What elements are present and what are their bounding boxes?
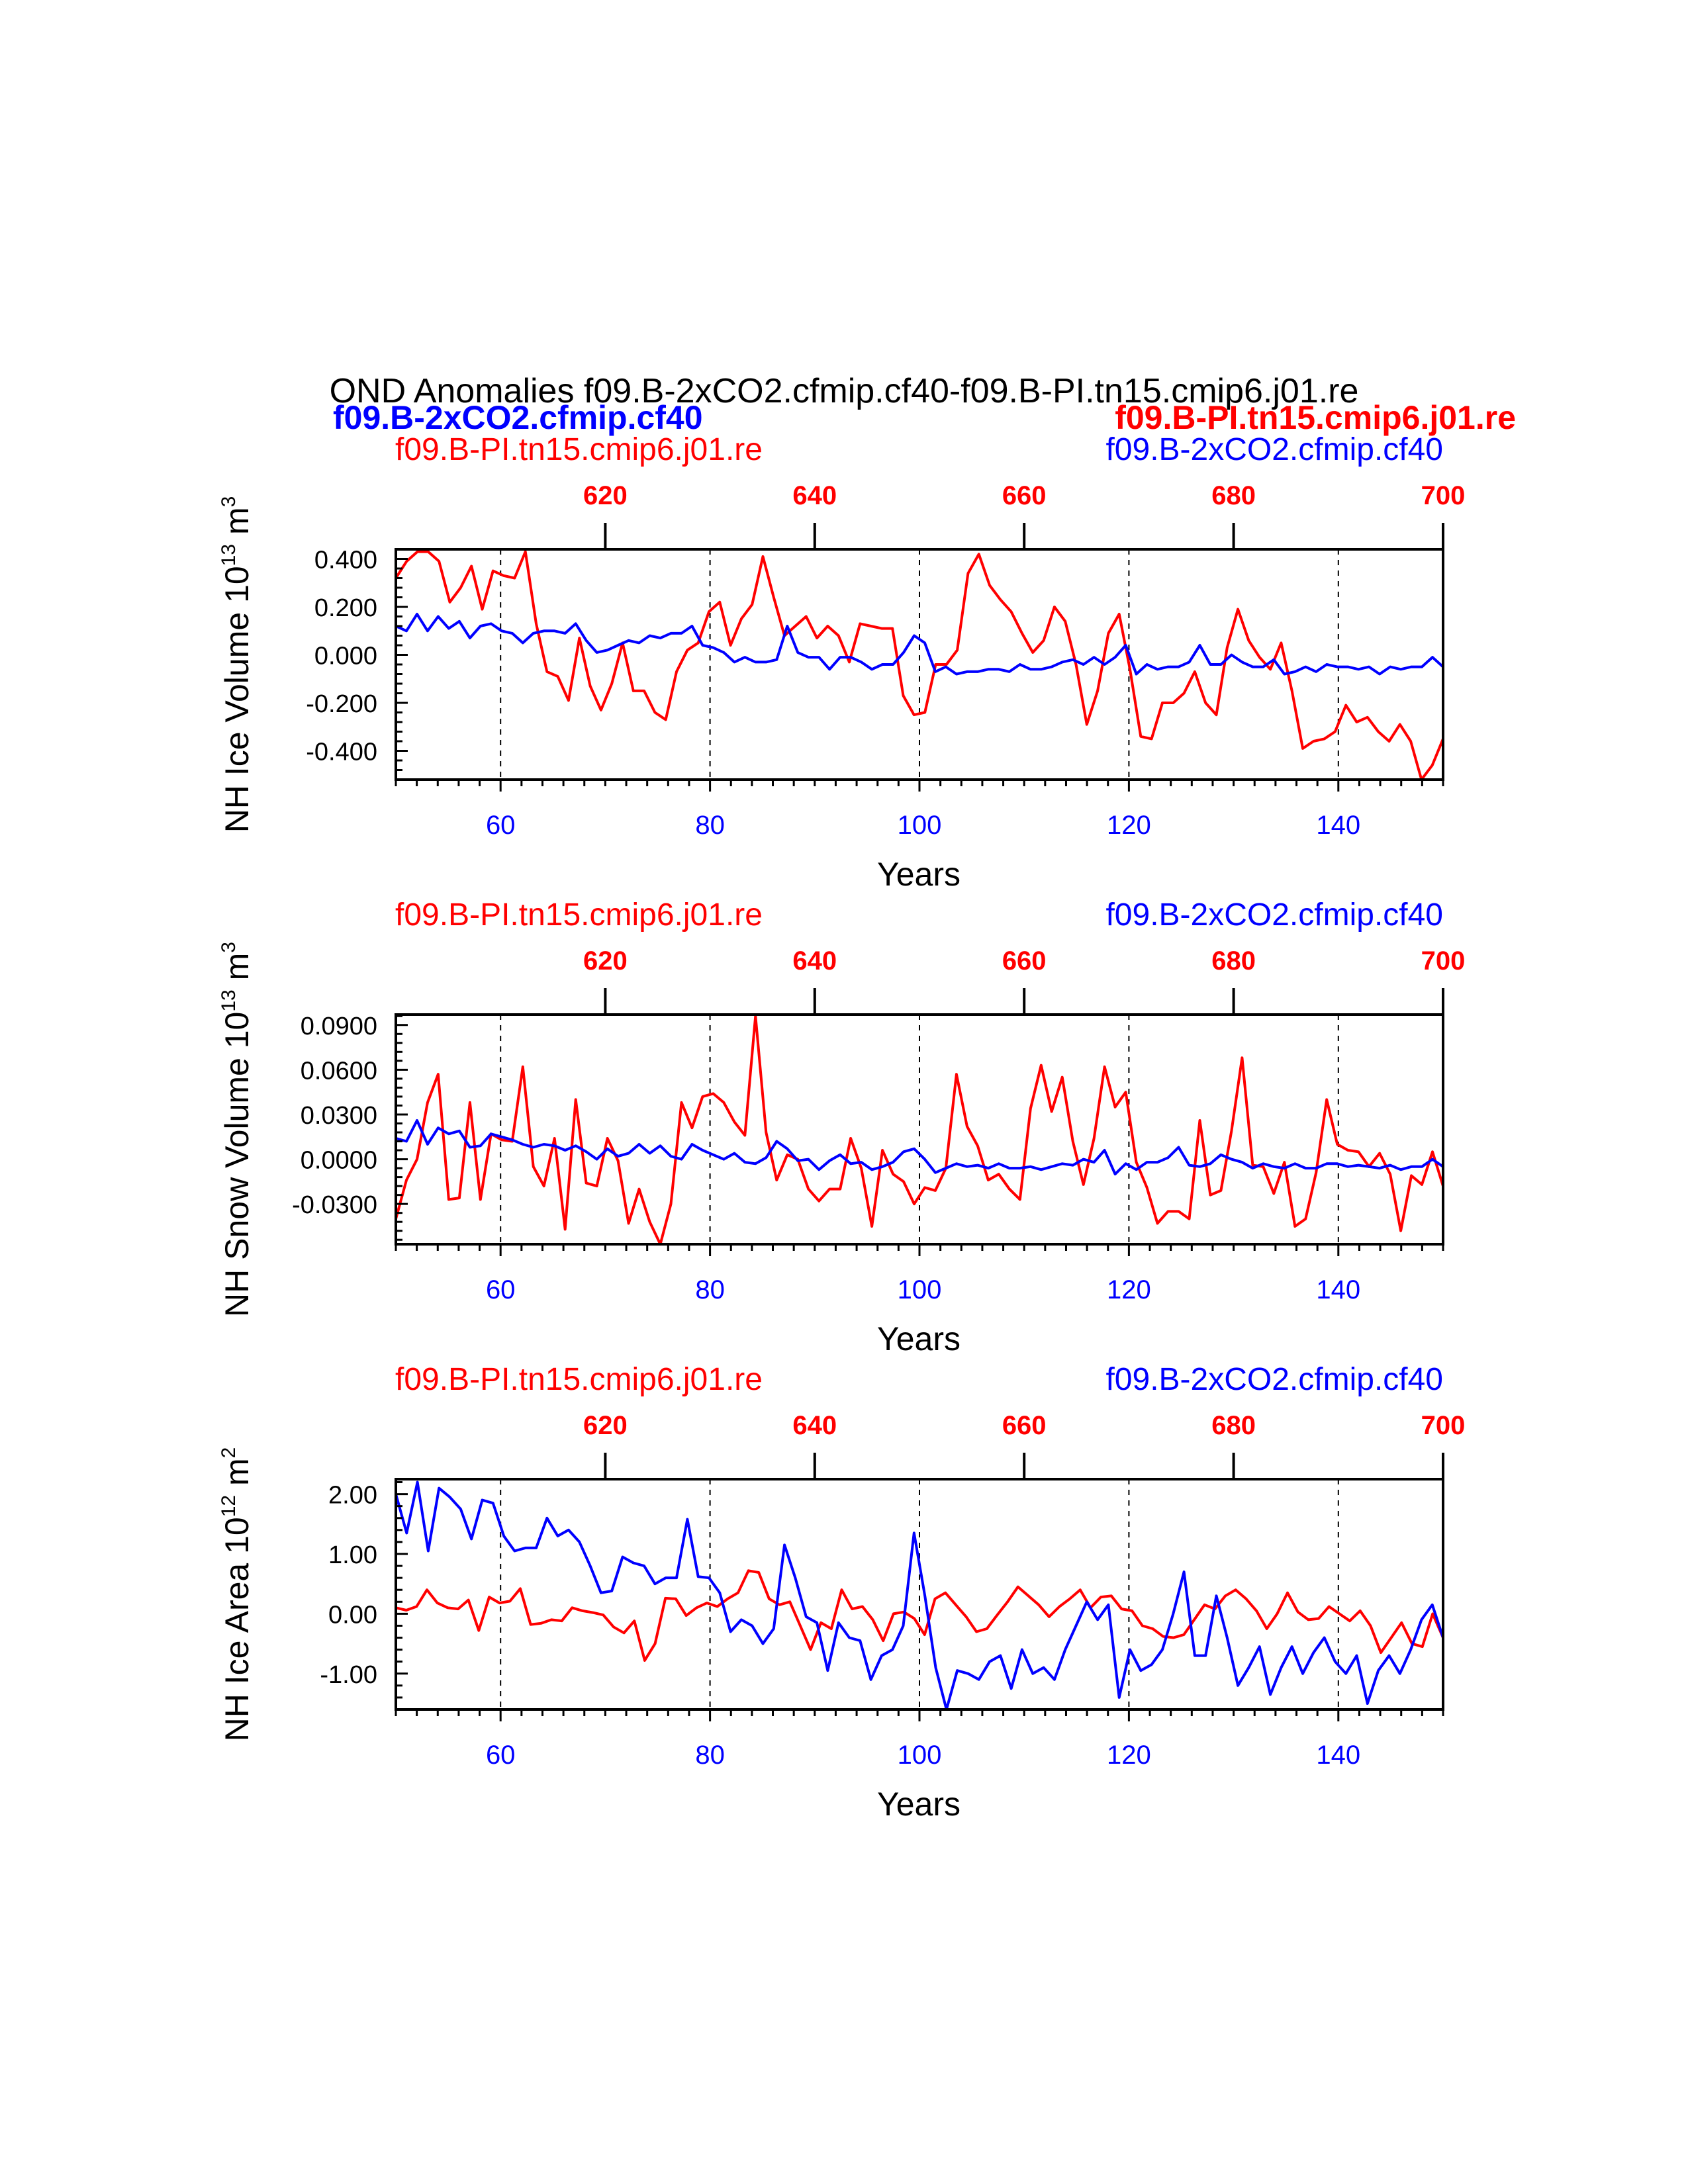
top-tick-label: 680 (1211, 946, 1256, 976)
x-tick-label: 80 (695, 1275, 725, 1304)
panel-left-label: f09.B-PI.tn15.cmip6.j01.re (395, 1362, 763, 1397)
y-tick-label: 0.400 (314, 547, 377, 574)
series-line (395, 1015, 1444, 1246)
series-line (395, 550, 1444, 781)
x-tick-label: 100 (898, 1275, 942, 1304)
x-axis-title: Years (877, 856, 961, 893)
y-tick-label: -0.0300 (292, 1191, 377, 1219)
panel-ice-volume: f09.B-PI.tn15.cmip6.j01.re f09.B-2xCO2.cf… (218, 432, 1465, 893)
series-line (395, 612, 1444, 676)
y-axis-title: NH Snow Volume 1013 m3 (218, 942, 256, 1317)
header-case-a: f09.B-2xCO2.cfmip.cf40 (333, 399, 703, 436)
x-tick-label: 100 (898, 1741, 942, 1770)
panel-right-label: f09.B-2xCO2.cfmip.cf40 (1105, 897, 1443, 933)
x-tick-label: 100 (898, 811, 942, 840)
panel-snow-volume: f09.B-PI.tn15.cmip6.j01.re f09.B-2xCO2.cf… (218, 897, 1465, 1357)
top-tick-label: 680 (1211, 1411, 1256, 1440)
x-tick-label: 140 (1316, 1275, 1360, 1304)
y-tick-label: 0.0000 (301, 1147, 377, 1175)
y-tick-label: 0.200 (314, 594, 377, 622)
top-tick-label: 700 (1421, 946, 1466, 976)
panel-right-label: f09.B-2xCO2.cfmip.cf40 (1105, 1362, 1443, 1397)
x-tick-label: 80 (695, 811, 725, 840)
panel-ice-area: f09.B-PI.tn15.cmip6.j01.re f09.B-2xCO2.cf… (218, 1362, 1465, 1823)
x-tick-label: 60 (486, 1275, 516, 1304)
x-tick-label: 80 (695, 1741, 725, 1770)
x-tick-label: 60 (486, 811, 516, 840)
panel-left-label: f09.B-PI.tn15.cmip6.j01.re (395, 897, 763, 933)
y-axis-title: NH Ice Volume 1013 m3 (218, 496, 256, 833)
y-tick-label: 1.00 (328, 1541, 377, 1569)
y-tick-label: 2.00 (328, 1482, 377, 1510)
y-tick-label: 0.0600 (301, 1057, 377, 1085)
x-axis-title: Years (877, 1320, 961, 1357)
y-tick-label: 0.000 (314, 643, 377, 670)
top-tick-label: 640 (792, 1411, 837, 1440)
top-tick-label: 640 (792, 481, 837, 510)
top-tick-label: 700 (1421, 481, 1466, 510)
top-tick-label: 620 (583, 946, 628, 976)
top-tick-label: 620 (583, 481, 628, 510)
top-tick-label: 640 (792, 946, 837, 976)
x-tick-label: 120 (1107, 1741, 1151, 1770)
top-tick-label: 660 (1002, 946, 1047, 976)
y-tick-label: 0.0900 (301, 1013, 377, 1040)
x-tick-label: 60 (486, 1741, 516, 1770)
header-case-b: f09.B-PI.tn15.cmip6.j01.re (1115, 399, 1516, 436)
top-tick-label: 700 (1421, 1411, 1466, 1440)
x-tick-label: 140 (1316, 1741, 1360, 1770)
y-tick-label: 0.00 (328, 1601, 377, 1629)
y-tick-label: -0.400 (306, 739, 377, 766)
series-line (395, 1480, 1444, 1711)
top-tick-label: 620 (583, 1411, 628, 1440)
series-line (395, 1569, 1444, 1662)
y-tick-label: 0.0300 (301, 1102, 377, 1130)
x-tick-label: 120 (1107, 1275, 1151, 1304)
panel-right-label: f09.B-2xCO2.cfmip.cf40 (1105, 432, 1443, 467)
figure-title: OND Anomalies f09.B-2xCO2.cfmip.cf40-f09… (330, 372, 1359, 410)
top-tick-label: 660 (1002, 1411, 1047, 1440)
x-axis-title: Years (877, 1786, 961, 1823)
top-tick-label: 680 (1211, 481, 1256, 510)
y-tick-label: -1.00 (320, 1661, 377, 1689)
top-tick-label: 660 (1002, 481, 1047, 510)
y-axis-title: NH Ice Area 1012 m2 (218, 1447, 256, 1742)
panel-left-label: f09.B-PI.tn15.cmip6.j01.re (395, 432, 763, 467)
x-tick-label: 140 (1316, 811, 1360, 840)
x-tick-label: 120 (1107, 811, 1151, 840)
series-line (395, 1119, 1444, 1176)
y-tick-label: -0.200 (306, 690, 377, 718)
